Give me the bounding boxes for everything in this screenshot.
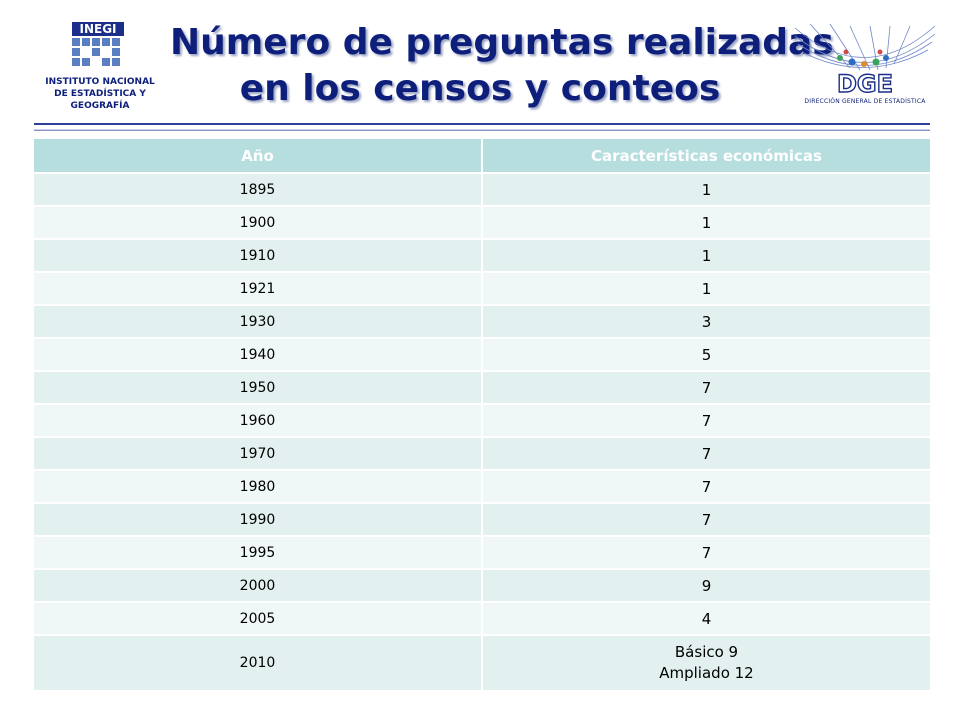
year-cell: 1950 (34, 370, 483, 404)
page-title: Número de preguntas realizadas en los ce… (170, 20, 834, 112)
table-row: 1930 3 (34, 304, 930, 338)
year-cell: 2005 (34, 601, 483, 635)
value-cell: 1 (482, 205, 930, 239)
table-row: 1921 1 (34, 271, 930, 305)
column-header-economic: Características económicas (482, 139, 930, 173)
table-header-row: Año Características económicas (34, 139, 930, 173)
year-cell: 1900 (34, 205, 483, 239)
table-row: 1980 7 (34, 469, 930, 503)
table-row: 1910 1 (34, 238, 930, 272)
year-cell: 1930 (34, 304, 483, 338)
year-cell: 1990 (34, 502, 483, 536)
dge-logo-text: DGE (837, 70, 893, 98)
title-line-1: Número de preguntas realizadas (170, 22, 834, 63)
column-header-year: Año (34, 139, 483, 173)
questions-table: Año Características económicas 1895 1 1900… (34, 139, 930, 690)
value-cell: 7 (482, 502, 930, 536)
value-cell: 1 (482, 172, 930, 206)
inegi-logo: INEGI INSTITUTO NACIONAL DE ESTADÍSTICA … (30, 18, 170, 111)
title-line-2: en los censos y conteos (239, 68, 721, 109)
year-cell: 1995 (34, 535, 483, 569)
value-cell: 9 (482, 568, 930, 602)
dge-network-icon: DGE (794, 23, 936, 99)
table-row: 1990 7 (34, 502, 930, 536)
year-cell: 2010 (34, 634, 483, 690)
dge-caption: DIRECCIÓN GENERAL DE ESTADÍSTICA (804, 98, 926, 105)
value-cell: 1 (482, 271, 930, 305)
value-line-basic: Básico 9 (674, 643, 739, 661)
table-row: 1940 5 (34, 337, 930, 371)
header-divider (34, 123, 930, 131)
value-cell: 1 (482, 238, 930, 272)
table-row: 2010 Básico 9 Ampliado 12 (34, 634, 930, 690)
year-cell: 1970 (34, 436, 483, 470)
value-cell: Básico 9 Ampliado 12 (482, 634, 930, 690)
value-cell: 3 (482, 304, 930, 338)
value-cell: 7 (482, 436, 930, 470)
year-cell: 1940 (34, 337, 483, 371)
value-cell: 7 (482, 370, 930, 404)
value-cell: 7 (482, 469, 930, 503)
year-cell: 1910 (34, 238, 483, 272)
inegi-logo-text: INEGI (79, 22, 116, 36)
value-cell: 7 (482, 403, 930, 437)
year-cell: 1895 (34, 172, 483, 206)
year-cell: 1960 (34, 403, 483, 437)
value-line-extended: Ampliado 12 (659, 664, 754, 682)
year-cell: 2000 (34, 568, 483, 602)
header-divider-thin (34, 129, 930, 130)
table-row: 1900 1 (34, 205, 930, 239)
dge-logo: DGE DIRECCIÓN GENERAL DE ESTADÍSTICA (790, 18, 940, 108)
inegi-caption: INSTITUTO NACIONAL DE ESTADÍSTICA Y GEOG… (45, 77, 155, 111)
value-cell: 5 (482, 337, 930, 371)
year-cell: 1980 (34, 469, 483, 503)
table-row: 2000 9 (34, 568, 930, 602)
table-row: 1960 7 (34, 403, 930, 437)
value-cell: 7 (482, 535, 930, 569)
inegi-grid-icon: INEGI (70, 20, 126, 72)
table-row: 1995 7 (34, 535, 930, 569)
table-row: 2005 4 (34, 601, 930, 635)
table-row: 1895 1 (34, 172, 930, 206)
year-cell: 1921 (34, 271, 483, 305)
table-row: 1970 7 (34, 436, 930, 470)
value-cell: 4 (482, 601, 930, 635)
table-body: 1895 1 1900 1 1910 1 1921 1 1930 3 1940 5 1950 7 1960 7… (34, 172, 930, 690)
table-row: 1950 7 (34, 370, 930, 404)
